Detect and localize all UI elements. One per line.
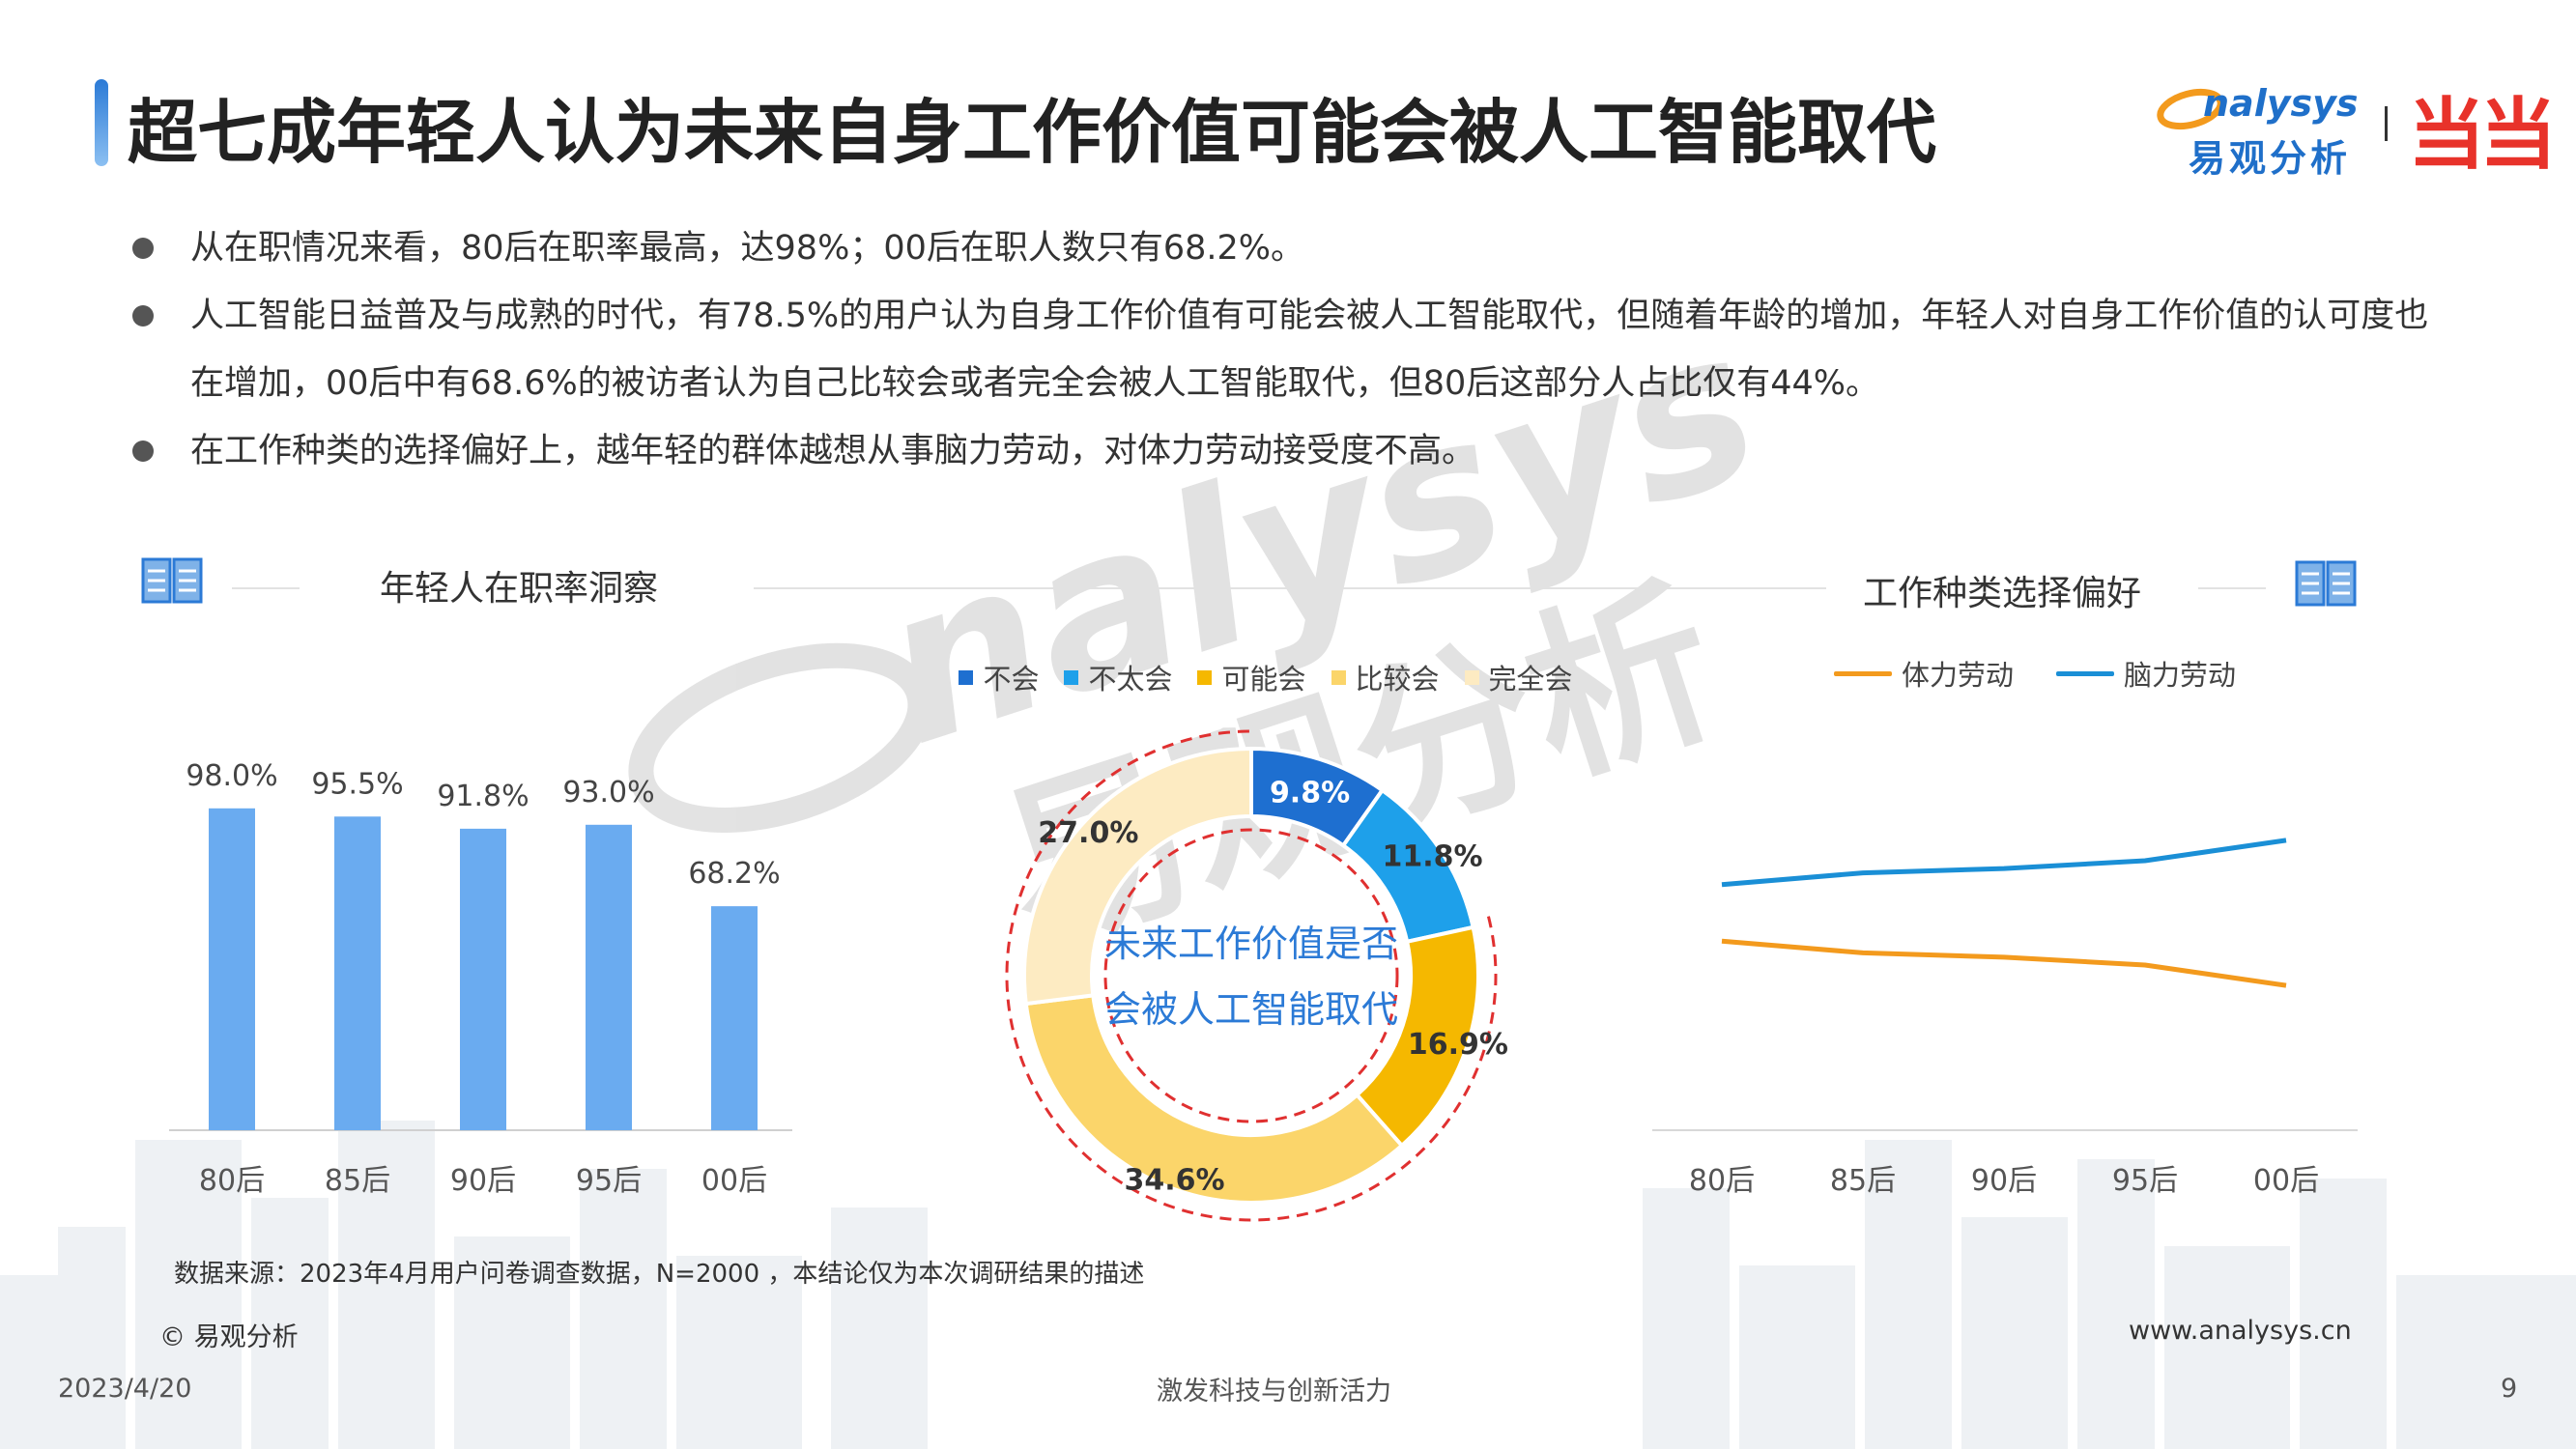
employment-rate-bar-chart: 98.0% 80后 95.5% 85后 91.8% 90后 93.0% 95后 68.2% 00后 (169, 759, 792, 1198)
bar-value-label: 91.8% (437, 780, 529, 813)
left-title-rule-a (232, 587, 300, 589)
donut-legend: 不会 不太会 可能会 比较会 完全会 (918, 657, 1614, 697)
line-category-label: 85后 (1830, 1164, 1896, 1198)
book-icon-right (2295, 560, 2357, 607)
bar-category-label: 95后 (576, 1164, 642, 1198)
bullet-2: 人工智能日益普及与成熟的时代，有78.5%的用户认为自身工作价值有可能会被人工智… (130, 282, 2430, 417)
copyright: © 易观分析 (159, 1322, 299, 1352)
slogan: 激发科技与创新活力 (1157, 1377, 1391, 1406)
bullet-3: 在工作种类的选择偏好上，越年轻的群体越想从事脑力劳动，对体力劳动接受度不高。 (130, 417, 2430, 485)
donut-legend-item: 不会 (959, 657, 1039, 697)
book-icon-left (141, 557, 203, 604)
title-accent-bar (95, 79, 108, 166)
legend-label: 可能会 (1221, 663, 1306, 696)
highlight-inner-dashed-ring (1103, 828, 1399, 1123)
highlight-outer-dashed-ring (1005, 729, 1498, 1222)
report-date: 2023/4/20 (58, 1374, 192, 1404)
donut-value-label: 11.8% (1383, 840, 1483, 874)
line-category-label: 90后 (1971, 1164, 2037, 1198)
donut-value-label: 34.6% (1125, 1164, 1225, 1198)
donut-value-label: 16.9% (1408, 1028, 1508, 1062)
bar-00后 (711, 906, 758, 1130)
line-category-label: 00后 (2253, 1164, 2319, 1198)
legend-swatch (1197, 669, 1213, 685)
legend-swatch (1064, 669, 1079, 685)
summary-bullets: 从在职情况来看，80后在职率最高，达98%；00后在职人数只有68.2%。 人工… (130, 214, 2430, 485)
data-source-note: 数据来源：2023年4月用户问卷调查数据，N=2000 ，本结论仅为本次调研结果… (174, 1260, 1145, 1289)
line-legend-item: 体力劳动 (1834, 653, 2014, 694)
bar-category-label: 00后 (701, 1164, 767, 1198)
donut-center-text: 未来工作价值是否 (1104, 923, 1398, 965)
line-legend: 体力劳动 脑力劳动 (1834, 653, 2298, 694)
bar-category-label: 90后 (450, 1164, 516, 1198)
analysys-logo-cn: 易观分析 (2189, 137, 2352, 180)
legend-swatch (1331, 669, 1346, 685)
legend-line-swatch (1834, 670, 1892, 676)
legend-label: 完全会 (1488, 663, 1573, 696)
legend-label: 脑力劳动 (2124, 659, 2237, 692)
legend-swatch (959, 669, 974, 685)
right-section-title: 工作种类选择偏好 (1863, 574, 2142, 613)
analysys-logo-wordmark: nalysys (2203, 82, 2359, 125)
legend-line-swatch (2056, 670, 2115, 676)
donut-legend-item: 完全会 (1464, 657, 1573, 697)
logo-divider (2385, 106, 2388, 141)
donut-value-label: 9.8% (1270, 776, 1350, 810)
bar-category-label: 85后 (325, 1164, 390, 1198)
legend-swatch (1464, 669, 1479, 685)
bar-90后 (460, 828, 506, 1130)
dangdang-logo: 当当 (2408, 90, 2557, 180)
donut-legend-item: 不太会 (1064, 657, 1172, 697)
city-skyline-background (0, 1121, 2576, 1449)
bar-value-label: 98.0% (186, 759, 277, 793)
donut-value-label: 27.0% (1038, 816, 1138, 850)
website-link[interactable]: www.analysys.cn (2129, 1316, 2352, 1346)
bar-95后 (586, 824, 632, 1130)
analysys-logo-icon (2157, 88, 2224, 130)
left-section-title: 年轻人在职率洞察 (380, 569, 659, 609)
bar-value-label: 93.0% (562, 776, 654, 810)
donut-center-text: 会被人工智能取代 (1104, 988, 1398, 1031)
series-line-体力劳动 (1721, 938, 2287, 988)
bar-80后 (209, 808, 255, 1130)
donut-legend-item: 可能会 (1197, 657, 1306, 697)
legend-label: 不太会 (1088, 663, 1173, 696)
donut-legend-item: 比较会 (1331, 657, 1440, 697)
bar-category-label: 80后 (199, 1164, 265, 1198)
bar-value-label: 68.2% (688, 857, 780, 891)
legend-label: 不会 (983, 663, 1040, 696)
analysys-logo: nalysys 易观分析 (2150, 72, 2362, 180)
legend-label: 体力劳动 (1902, 659, 2015, 692)
legend-label: 比较会 (1355, 663, 1440, 696)
line-category-label: 80后 (1689, 1164, 1755, 1198)
line-legend-item: 脑力劳动 (2056, 653, 2236, 694)
page-number: 9 (2501, 1374, 2518, 1404)
line-category-label: 95后 (2112, 1164, 2178, 1198)
work-preference-line-chart: 80后 85后 90后 95后 00后 (1652, 838, 2358, 1198)
donut-slice-比较会 (1023, 993, 1405, 1205)
page-title: 超七成年轻人认为未来自身工作价值可能会被人工智能取代 (128, 92, 1937, 173)
bar-85后 (334, 816, 381, 1130)
bar-value-label: 95.5% (311, 767, 403, 801)
right-title-rule (2198, 587, 2266, 589)
left-title-rule-b (754, 587, 1826, 589)
bullet-1: 从在职情况来看，80后在职率最高，达98%；00后在职人数只有68.2%。 (130, 214, 2430, 282)
series-line-脑力劳动 (1721, 838, 2287, 888)
donut-slice-完全会 (1022, 746, 1253, 1007)
